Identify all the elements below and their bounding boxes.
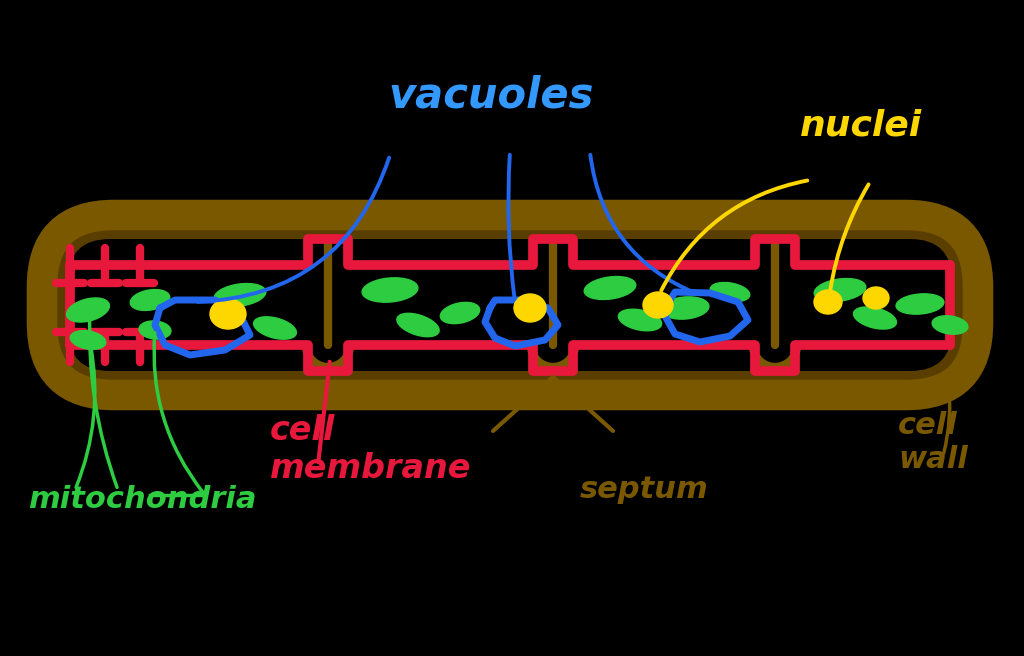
Text: vacuoles: vacuoles — [388, 75, 593, 117]
FancyBboxPatch shape — [42, 215, 978, 395]
Ellipse shape — [932, 316, 968, 335]
Ellipse shape — [863, 287, 889, 309]
Text: cell
wall: cell wall — [898, 411, 968, 474]
Ellipse shape — [814, 279, 866, 302]
Text: septum: septum — [580, 475, 709, 504]
Ellipse shape — [362, 277, 418, 302]
Ellipse shape — [71, 331, 105, 350]
Ellipse shape — [514, 294, 546, 322]
Ellipse shape — [711, 283, 750, 302]
Ellipse shape — [397, 314, 439, 337]
Ellipse shape — [130, 289, 170, 310]
Ellipse shape — [67, 298, 110, 322]
Text: cell
membrane: cell membrane — [270, 414, 471, 485]
Ellipse shape — [814, 290, 842, 314]
Text: mitochondria: mitochondria — [28, 485, 256, 514]
Ellipse shape — [896, 294, 944, 314]
Ellipse shape — [585, 277, 636, 300]
Ellipse shape — [440, 302, 479, 323]
Ellipse shape — [643, 292, 673, 318]
Ellipse shape — [210, 299, 246, 329]
Text: nuclei: nuclei — [800, 108, 923, 142]
FancyBboxPatch shape — [68, 239, 952, 371]
Ellipse shape — [214, 283, 266, 306]
Ellipse shape — [618, 309, 662, 331]
Ellipse shape — [854, 307, 896, 329]
Ellipse shape — [139, 321, 171, 339]
Ellipse shape — [662, 297, 709, 319]
Ellipse shape — [254, 317, 296, 339]
